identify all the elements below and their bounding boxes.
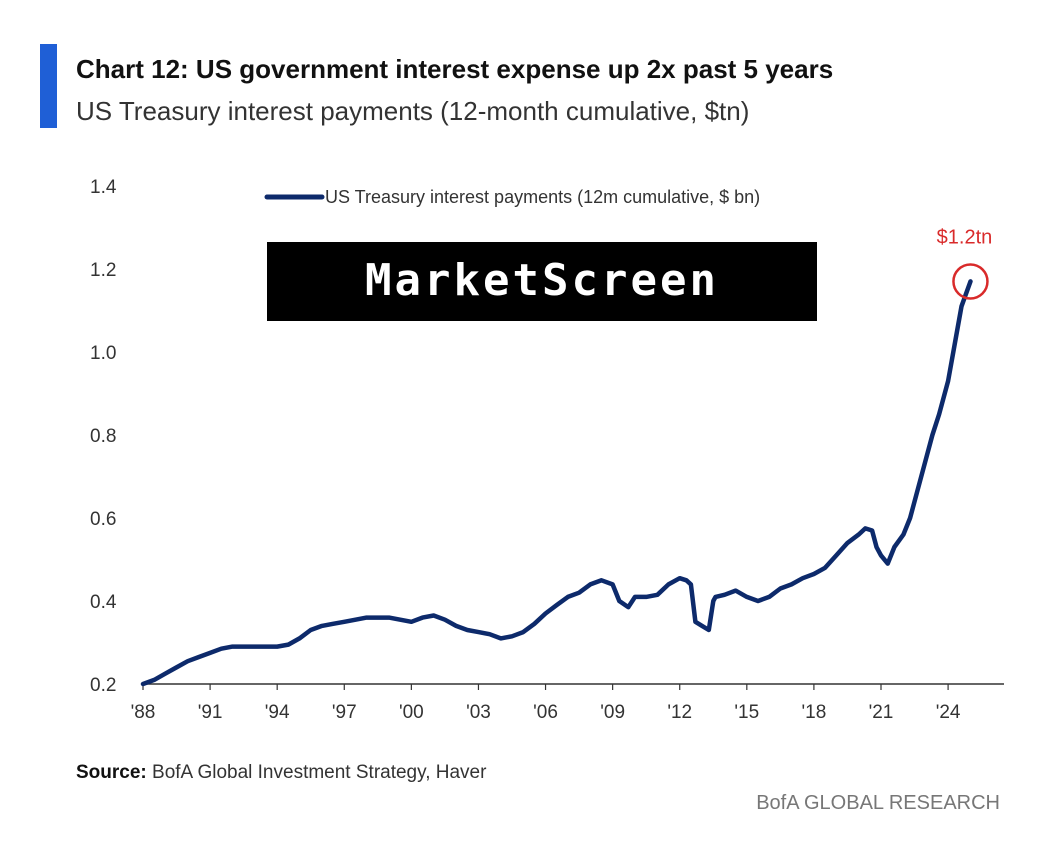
x-tick-label: '00 [399, 702, 424, 723]
annotation-circle [952, 263, 989, 300]
x-tick-label: '21 [869, 702, 894, 723]
chart-title: Chart 12: US government interest expense… [76, 54, 834, 84]
x-tick-label: '94 [265, 702, 290, 723]
x-tick-label: '09 [600, 702, 625, 723]
annotation-label: $1.2tn [937, 226, 993, 248]
x-tick-label: '24 [936, 702, 961, 723]
annotation-group: $1.2tn [937, 226, 993, 300]
x-tick-label: '88 [131, 702, 156, 723]
series-line [140, 279, 973, 687]
y-axis: 0.2 0.4 0.6 0.8 1.0 1.2 1.4 [90, 177, 117, 696]
y-tick-label: 1.4 [90, 177, 117, 198]
y-tick-label: 0.2 [90, 675, 116, 696]
x-tick-label: '03 [466, 702, 491, 723]
x-tick-label: '12 [667, 702, 692, 723]
source-note: Source: BofA Global Investment Strategy,… [76, 762, 486, 784]
source-label: Source: [76, 762, 147, 783]
series-group [140, 279, 973, 687]
watermark-text: MarketScreen [365, 255, 719, 306]
chart-legend: US Treasury interest payments (12m cumul… [264, 187, 760, 207]
chart-subtitle: US Treasury interest payments (12-month … [76, 96, 750, 126]
x-tick-label: '15 [734, 702, 759, 723]
watermark-banner: MarketScreen [267, 242, 817, 321]
footer-brand: BofA GLOBAL RESEARCH [756, 792, 1000, 814]
x-tick-label: '06 [533, 702, 558, 723]
y-tick-label: 0.8 [90, 426, 116, 447]
y-tick-label: 1.0 [90, 343, 116, 364]
y-tick-label: 0.4 [90, 592, 117, 613]
source-text: BofA Global Investment Strategy, Haver [152, 762, 487, 783]
x-tick-label: '97 [332, 702, 357, 723]
x-tick-label: '18 [802, 702, 827, 723]
legend-label: US Treasury interest payments (12m cumul… [325, 187, 760, 207]
title-accent-bar [40, 44, 57, 128]
y-tick-label: 0.6 [90, 509, 116, 530]
x-axis: '88 '91 '94 '97 '00 '03 '06 '09 '12 '15 '18 '21 '24 [131, 683, 1004, 723]
y-tick-label: 1.2 [90, 260, 116, 281]
x-tick-label: '91 [198, 702, 223, 723]
